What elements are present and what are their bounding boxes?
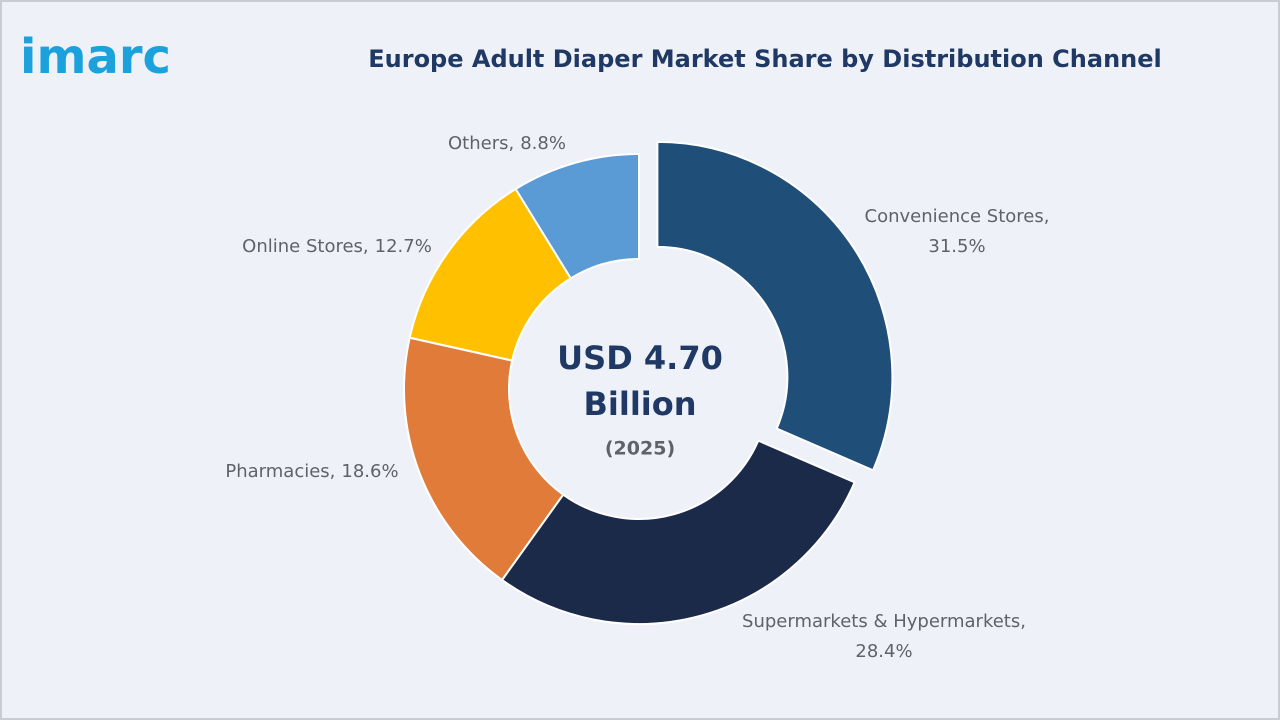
logo: imarc [20, 29, 171, 85]
center-year: (2025) [605, 438, 675, 460]
category-name: Others, [448, 133, 514, 154]
chart-title: Europe Adult Diaper Market Share by Dist… [368, 45, 1162, 73]
slice [403, 336, 565, 582]
slice [408, 187, 573, 362]
slice [514, 152, 640, 280]
slice [656, 140, 894, 472]
slice [500, 439, 856, 625]
value-label: 18.6% [341, 461, 398, 482]
category-name: Online Stores, [242, 236, 368, 257]
category-name: Supermarkets & Hypermarkets, [742, 611, 1026, 632]
data-label: Others, 8.8% [448, 133, 566, 154]
category-name: Pharmacies, [225, 461, 335, 482]
category-name: Convenience Stores, [865, 206, 1050, 227]
data-label: Pharmacies, 18.6% [225, 461, 398, 482]
value-label: 28.4% [855, 641, 912, 662]
value-label: 8.8% [520, 133, 566, 154]
value-label: 31.5% [928, 236, 985, 257]
value-label: 12.7% [375, 236, 432, 257]
data-label: Convenience Stores, 31.5% [865, 206, 1050, 257]
data-label: Supermarkets & Hypermarkets, 28.4% [742, 611, 1026, 662]
center-unit: Billion [583, 385, 696, 423]
center-value: USD 4.70 [557, 339, 723, 377]
data-label: Online Stores, 12.7% [242, 236, 432, 257]
